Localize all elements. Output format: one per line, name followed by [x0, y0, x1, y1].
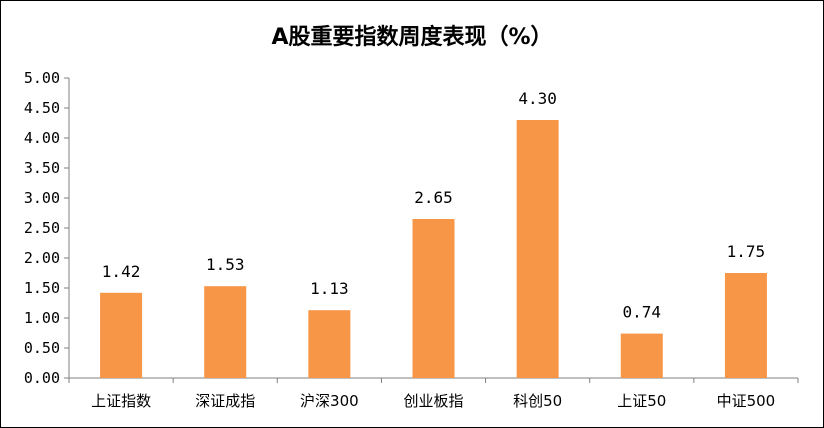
x-category-label: 深证成指 [195, 392, 255, 410]
x-category-label: 上证50 [617, 392, 666, 410]
data-label: 1.42 [102, 262, 141, 281]
x-category-label: 上证指数 [91, 392, 151, 410]
bar [100, 292, 143, 378]
data-label: 0.74 [623, 303, 662, 322]
data-label: 1.53 [206, 255, 245, 274]
bars [100, 120, 767, 378]
data-labels: 1.42 1.53 1.13 2.65 4.30 0.74 1.75 [102, 89, 765, 322]
y-tick-label: 1.50 [24, 279, 60, 297]
y-tick-label: 2.00 [24, 249, 60, 267]
bar [204, 286, 247, 378]
x-category-label: 沪深300 [300, 392, 359, 410]
data-label: 2.65 [414, 188, 453, 207]
y-tick-label: 4.00 [24, 129, 60, 147]
y-tick-label: 3.50 [24, 159, 60, 177]
y-tick-label: 2.50 [24, 219, 60, 237]
chart-title: A股重要指数周度表现（%） [271, 24, 552, 50]
x-axis: 上证指数 深证成指 沪深300 创业板指 科创50 上证50 中证500 [68, 377, 799, 410]
y-tick-label: 4.50 [24, 99, 60, 117]
y-axis: 0.00 0.50 1.00 1.50 2.00 2.50 3.00 3.50 4.00 4.50… [24, 69, 70, 387]
bar [516, 120, 559, 378]
x-category-label: 创业板指 [403, 392, 463, 410]
data-label: 1.13 [310, 279, 349, 298]
y-tick-label: 0.50 [24, 339, 60, 357]
bar [724, 273, 767, 378]
bar [308, 310, 351, 378]
x-category-label: 科创50 [513, 392, 562, 410]
bar [620, 333, 663, 378]
bar [412, 219, 455, 378]
y-tick-label: 3.00 [24, 189, 60, 207]
y-tick-label: 1.00 [24, 309, 60, 327]
y-tick-label: 0.00 [24, 369, 60, 387]
y-tick-label: 5.00 [24, 69, 60, 87]
data-label: 4.30 [518, 89, 557, 108]
data-label: 1.75 [727, 242, 766, 261]
x-category-label: 中证500 [717, 392, 776, 410]
